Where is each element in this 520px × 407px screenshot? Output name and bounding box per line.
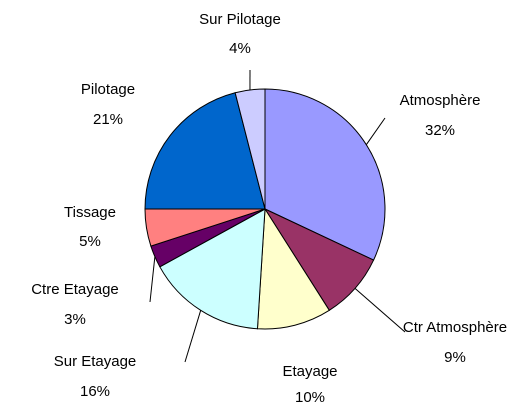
- slice-value-label: 4%: [229, 40, 251, 57]
- leader-line: [149, 256, 156, 303]
- slice-value-label: 5%: [79, 233, 101, 250]
- slice-value-label: 16%: [80, 383, 110, 400]
- slice-label: Ctr Atmosphère: [403, 319, 507, 336]
- slice-value-label: 32%: [425, 122, 455, 139]
- leader-line: [354, 287, 406, 333]
- pie-slice: [264, 88, 386, 261]
- leader-line: [184, 310, 202, 363]
- slice-label: Sur Etayage: [54, 353, 137, 370]
- slice-label: Atmosphère: [400, 92, 481, 109]
- slice-value-label: 21%: [93, 111, 123, 128]
- slice-label: Sur Pilotage: [199, 11, 281, 28]
- slice-label: Tissage: [64, 204, 116, 221]
- pie-slice: [256, 207, 330, 330]
- slice-value-label: 9%: [444, 349, 466, 366]
- slice-label: Pilotage: [81, 81, 135, 98]
- pie-slice: [144, 92, 266, 210]
- slice-value-label: 10%: [295, 389, 325, 406]
- slice-label: Ctre Etayage: [31, 281, 119, 298]
- pie-slice: [159, 208, 266, 330]
- slice-value-label: 3%: [64, 311, 86, 328]
- leader-line: [365, 117, 386, 145]
- slice-label: Etayage: [282, 363, 337, 380]
